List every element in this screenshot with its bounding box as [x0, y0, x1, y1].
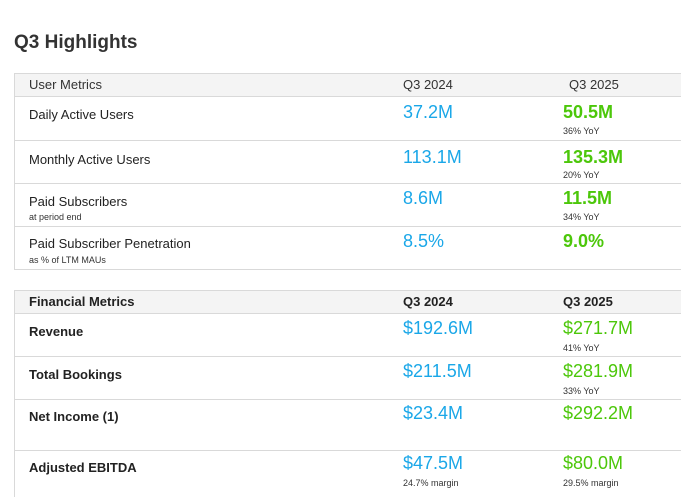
- financial-metrics-table: Financial Metrics Q3 2024 Q3 2025 Revenu…: [14, 290, 681, 497]
- table-row: Net Income (1) $23.4M $292.2M: [15, 400, 681, 451]
- yoy-note: 34% YoY: [563, 212, 600, 222]
- margin-note: 29.5% margin: [563, 478, 619, 488]
- value-q3-2024: 37.2M: [403, 102, 454, 122]
- header-label: User Metrics: [29, 77, 102, 92]
- header-q3-2024: Q3 2024: [403, 294, 453, 309]
- value-q3-2024: 8.6M: [403, 188, 444, 208]
- metric-label: Adjusted EBITDA: [29, 460, 137, 475]
- header-label: Financial Metrics: [29, 294, 135, 309]
- table-row: Total Bookings $211.5M $281.9M 33% YoY: [15, 357, 681, 400]
- yoy-note: 41% YoY: [563, 343, 600, 353]
- table-row: Adjusted EBITDA $47.5M $80.0M 24.7% marg…: [15, 451, 681, 497]
- value-q3-2025: $292.2M: [563, 403, 634, 423]
- margin-note: 24.7% margin: [403, 478, 459, 488]
- table-row: Paid Subscribers at period end 8.6M 11.5…: [15, 184, 681, 227]
- user-metrics-table: User Metrics Q3 2024 Q3 2025 Daily Activ…: [14, 73, 681, 270]
- metric-label: Paid Subscriber Penetration: [29, 236, 191, 251]
- metric-label: Total Bookings: [29, 367, 122, 382]
- metric-sublabel: as % of LTM MAUs: [29, 255, 106, 265]
- header-q3-2025: Q3 2025: [569, 77, 619, 92]
- value-q3-2025: $80.0M: [563, 453, 624, 473]
- value-q3-2025: $281.9M: [563, 361, 634, 381]
- value-q3-2024: $47.5M: [403, 453, 464, 473]
- table-row: Revenue $192.6M $271.7M 41% YoY: [15, 314, 681, 357]
- page-title: Q3 Highlights: [14, 32, 138, 53]
- header-q3-2025: Q3 2025: [563, 294, 613, 309]
- yoy-note: 20% YoY: [563, 170, 600, 180]
- value-q3-2024: 8.5%: [403, 231, 445, 251]
- table-header: Financial Metrics Q3 2024 Q3 2025: [15, 290, 681, 314]
- value-q3-2025: 50.5M: [563, 102, 614, 122]
- yoy-note: 36% YoY: [563, 126, 600, 136]
- header-q3-2024: Q3 2024: [403, 77, 453, 92]
- table-header: User Metrics Q3 2024 Q3 2025: [15, 73, 681, 97]
- value-q3-2024: 113.1M: [403, 147, 462, 167]
- value-q3-2025: $271.7M: [563, 318, 634, 338]
- value-q3-2024: $23.4M: [403, 403, 464, 423]
- metric-label: Paid Subscribers: [29, 194, 128, 209]
- value-q3-2024: $192.6M: [403, 318, 474, 338]
- metric-label: Daily Active Users: [29, 107, 134, 122]
- value-q3-2024: $211.5M: [403, 361, 472, 381]
- value-q3-2025: 11.5M: [563, 188, 613, 208]
- metric-label: Net Income (1): [29, 409, 119, 424]
- table-row: Paid Subscriber Penetration as % of LTM …: [15, 227, 681, 270]
- metric-label: Revenue: [29, 324, 84, 339]
- table-row: Monthly Active Users 113.1M 135.3M 20% Y…: [15, 141, 681, 184]
- value-q3-2025: 9.0%: [563, 231, 605, 251]
- value-q3-2025: 135.3M: [563, 147, 624, 167]
- table-row: Daily Active Users 37.2M 50.5M 36% YoY: [15, 97, 681, 141]
- yoy-note: 33% YoY: [563, 386, 600, 396]
- metric-label: Monthly Active Users: [29, 152, 151, 167]
- metric-sublabel: at period end: [29, 212, 82, 222]
